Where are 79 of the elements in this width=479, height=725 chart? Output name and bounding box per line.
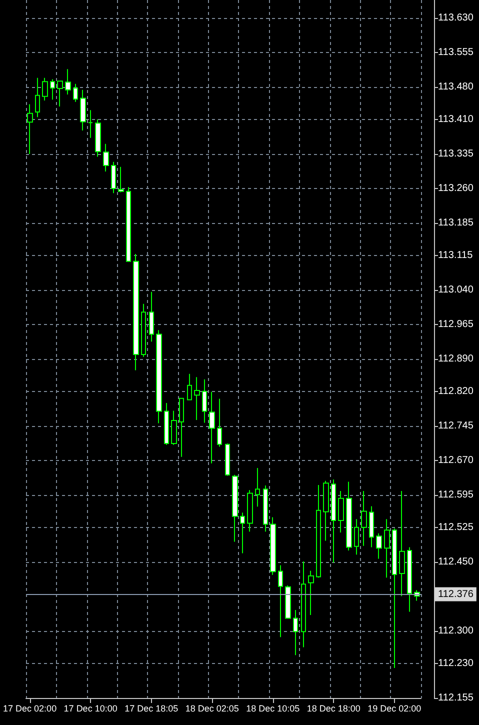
candlestick xyxy=(331,478,336,563)
y-tick-label: 112.670 xyxy=(438,455,474,466)
candlestick xyxy=(141,303,146,358)
y-tick-label: 113.480 xyxy=(438,82,474,93)
y-tick-label: 113.410 xyxy=(438,114,474,125)
y-tick-label: 113.630 xyxy=(438,12,474,24)
candlestick xyxy=(384,518,390,578)
candlestick xyxy=(42,77,48,102)
candlestick xyxy=(308,570,314,616)
candlestick xyxy=(149,291,154,342)
candlestick xyxy=(278,564,283,638)
candlestick xyxy=(270,516,276,576)
y-tick-label: 113.335 xyxy=(438,148,474,160)
candlestick xyxy=(171,410,177,446)
y-tick-label: 112.965 xyxy=(438,319,474,330)
candlestick xyxy=(95,118,101,158)
candlestick xyxy=(65,68,71,96)
candlestick xyxy=(338,490,344,533)
candlestick xyxy=(27,104,33,154)
candlestick xyxy=(263,484,268,532)
y-tick-label: 112.595 xyxy=(438,490,474,501)
candlestick xyxy=(103,143,109,172)
candlestick xyxy=(407,546,412,612)
x-tick-label: 17 Dec 10:00 xyxy=(64,704,118,714)
candlestick xyxy=(126,186,131,262)
candlestick xyxy=(293,609,298,656)
x-tick-label: 19 Dec 02:00 xyxy=(368,704,422,714)
candlestick xyxy=(179,397,184,458)
x-tick-label: 18 Dec 02:05 xyxy=(185,704,239,714)
candlestick xyxy=(301,561,306,648)
candlestick xyxy=(194,376,200,420)
candlestick xyxy=(376,532,382,560)
candlestick xyxy=(57,80,63,107)
y-tick-label: 113.260 xyxy=(438,183,474,194)
candlestick xyxy=(399,490,405,597)
y-tick-label: 112.745 xyxy=(438,420,474,432)
ref-line-label: 112.376 xyxy=(438,588,474,600)
candlestick xyxy=(346,481,352,551)
candlestick xyxy=(361,490,367,546)
y-tick-label: 112.525 xyxy=(438,522,474,533)
candlestick xyxy=(209,391,215,464)
candlestick xyxy=(111,161,116,194)
y-tick-label: 113.040 xyxy=(438,284,474,296)
y-tick-label: 112.890 xyxy=(438,354,474,365)
x-tick-label: 18 Dec 18:00 xyxy=(306,704,360,714)
y-tick-label: 112.300 xyxy=(438,626,474,637)
x-tick-label: 17 Dec 18:05 xyxy=(124,704,178,714)
candlestick xyxy=(323,480,329,542)
candlestick xyxy=(285,585,291,619)
candlestick xyxy=(240,512,245,554)
candlestick xyxy=(187,373,192,400)
candlestick xyxy=(247,490,253,532)
candlestick xyxy=(35,77,40,118)
candlestick xyxy=(73,83,78,102)
candlestick xyxy=(354,518,359,556)
x-tick-label: 17 Dec 02:00 xyxy=(3,704,57,714)
candlestick xyxy=(369,506,374,548)
candlestick xyxy=(255,467,260,508)
y-tick-label: 113.115 xyxy=(438,250,474,261)
candlestick xyxy=(118,166,124,193)
candlestick xyxy=(202,378,207,424)
candlestick xyxy=(225,443,230,476)
y-tick-label: 112.230 xyxy=(438,658,474,669)
y-tick-label: 112.155 xyxy=(438,692,474,704)
candlestick xyxy=(232,474,238,542)
candlestick xyxy=(316,484,321,578)
candlestick xyxy=(156,330,162,424)
y-tick-label: 112.450 xyxy=(438,556,474,568)
candlestick xyxy=(80,89,86,131)
candlestick xyxy=(50,78,55,100)
candlestick xyxy=(164,402,169,446)
candlestick xyxy=(392,528,397,669)
y-tick-label: 112.820 xyxy=(438,386,474,397)
candlestick xyxy=(88,110,93,138)
y-tick-label: 113.555 xyxy=(438,47,474,58)
x-tick-label: 18 Dec 10:05 xyxy=(246,704,300,714)
candlestick xyxy=(133,254,139,371)
candlestick xyxy=(217,398,222,448)
y-tick-label: 113.185 xyxy=(438,218,474,229)
